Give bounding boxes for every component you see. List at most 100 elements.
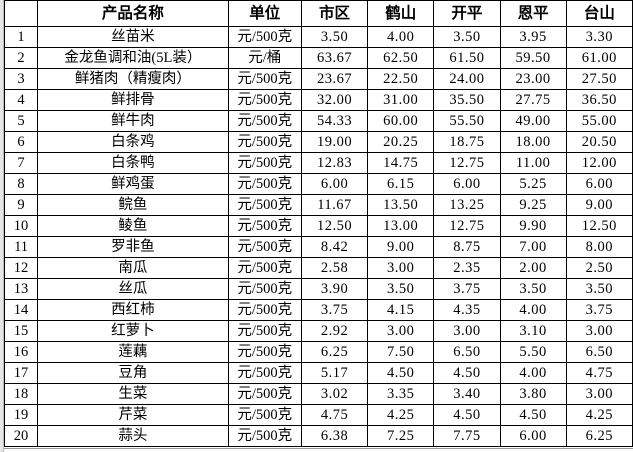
product-name-cell[interactable]: 生菜 xyxy=(37,383,229,405)
price-cell[interactable]: 6.50 xyxy=(565,341,633,363)
product-name-cell[interactable]: 白条鸭 xyxy=(37,152,229,174)
product-name-cell[interactable]: 红萝卜 xyxy=(37,320,229,342)
row-index-cell[interactable]: 2 xyxy=(3,47,39,69)
price-cell[interactable]: 59.50 xyxy=(499,47,567,69)
product-name-cell[interactable]: 金龙鱼调和油(5L装） xyxy=(37,47,229,69)
table-row[interactable]: 15 红萝卜 元/500克 2.92 3.00 3.00 3.10 3.00 xyxy=(3,320,633,342)
table-row[interactable]: 9 鲩鱼 元/500克 11.67 13.50 13.25 9.25 9.00 xyxy=(3,194,633,216)
price-cell[interactable]: 4.25 xyxy=(367,404,435,426)
table-row[interactable]: 17 豆角 元/500克 5.17 4.50 4.50 4.00 4.75 xyxy=(3,362,633,384)
product-name-cell[interactable]: 白条鸡 xyxy=(37,131,229,153)
product-name-cell[interactable]: 豆角 xyxy=(37,362,229,384)
price-cell[interactable]: 20.50 xyxy=(565,131,633,153)
row-index-cell[interactable]: 9 xyxy=(3,194,39,216)
table-row[interactable]: 11 罗非鱼 元/500克 8.42 9.00 8.75 7.00 8.00 xyxy=(3,236,633,258)
price-cell[interactable]: 3.75 xyxy=(433,278,501,300)
price-cell[interactable]: 4.25 xyxy=(565,404,633,426)
price-cell[interactable]: 31.00 xyxy=(367,89,435,111)
price-cell[interactable]: 2.92 xyxy=(300,320,369,342)
price-cell[interactable]: 3.50 xyxy=(300,26,369,48)
price-cell[interactable]: 2.50 xyxy=(565,257,633,279)
unit-cell[interactable]: 元/500克 xyxy=(227,278,302,300)
price-cell[interactable]: 62.50 xyxy=(367,47,435,69)
price-cell[interactable]: 6.50 xyxy=(433,341,501,363)
price-cell[interactable]: 12.50 xyxy=(300,215,369,237)
table-row[interactable]: 7 白条鸭 元/500克 12.83 14.75 12.75 11.00 12.00 xyxy=(3,152,633,174)
price-cell[interactable]: 6.25 xyxy=(300,341,369,363)
unit-cell[interactable]: 元/500克 xyxy=(227,341,302,363)
price-cell[interactable]: 12.83 xyxy=(300,152,369,174)
row-index-cell[interactable]: 11 xyxy=(3,236,39,258)
table-row[interactable]: 16 莲藕 元/500克 6.25 7.50 6.50 5.50 6.50 xyxy=(3,341,633,363)
product-name-cell[interactable]: 丝苗米 xyxy=(37,26,229,48)
price-cell[interactable]: 6.00 xyxy=(433,173,501,195)
price-cell[interactable]: 3.90 xyxy=(300,278,369,300)
unit-cell[interactable]: 元/500克 xyxy=(227,320,302,342)
row-index-cell[interactable]: 18 xyxy=(3,383,39,405)
row-index-cell[interactable]: 8 xyxy=(3,173,39,195)
unit-cell[interactable]: 元/500克 xyxy=(227,404,302,426)
price-cell[interactable]: 12.50 xyxy=(565,215,633,237)
unit-cell[interactable]: 元/500克 xyxy=(227,68,302,90)
price-cell[interactable]: 3.02 xyxy=(300,383,369,405)
price-cell[interactable]: 4.75 xyxy=(300,404,369,426)
product-name-cell[interactable]: 鲜鸡蛋 xyxy=(37,173,229,195)
price-cell[interactable]: 13.00 xyxy=(367,215,435,237)
unit-cell[interactable]: 元/500克 xyxy=(227,383,302,405)
price-cell[interactable]: 8.00 xyxy=(565,236,633,258)
row-index-cell[interactable]: 10 xyxy=(3,215,39,237)
product-name-cell[interactable]: 西红柿 xyxy=(37,299,229,321)
price-cell[interactable]: 32.00 xyxy=(300,89,369,111)
price-cell[interactable]: 3.50 xyxy=(433,26,501,48)
price-cell[interactable]: 3.10 xyxy=(499,320,567,342)
price-cell[interactable]: 6.38 xyxy=(300,425,369,447)
unit-cell[interactable]: 元/500克 xyxy=(227,194,302,216)
price-cell[interactable]: 27.75 xyxy=(499,89,567,111)
price-cell[interactable]: 3.00 xyxy=(565,320,633,342)
price-cell[interactable]: 3.50 xyxy=(565,278,633,300)
unit-cell[interactable]: 元/500克 xyxy=(227,110,302,132)
price-cell[interactable]: 7.25 xyxy=(367,425,435,447)
price-cell[interactable]: 20.25 xyxy=(367,131,435,153)
price-cell[interactable]: 4.00 xyxy=(367,26,435,48)
price-cell[interactable]: 9.25 xyxy=(499,194,567,216)
price-cell[interactable]: 63.67 xyxy=(300,47,369,69)
price-cell[interactable]: 60.00 xyxy=(367,110,435,132)
price-cell[interactable]: 4.00 xyxy=(499,362,567,384)
price-cell[interactable]: 3.00 xyxy=(367,257,435,279)
price-cell[interactable]: 3.75 xyxy=(565,299,633,321)
price-cell[interactable]: 6.25 xyxy=(565,425,633,447)
price-cell[interactable]: 12.75 xyxy=(433,152,501,174)
price-cell[interactable]: 2.35 xyxy=(433,257,501,279)
price-cell[interactable]: 36.50 xyxy=(565,89,633,111)
price-cell[interactable]: 3.40 xyxy=(433,383,501,405)
unit-cell[interactable]: 元/500克 xyxy=(227,131,302,153)
price-cell[interactable]: 55.50 xyxy=(433,110,501,132)
price-cell[interactable]: 3.00 xyxy=(367,320,435,342)
price-cell[interactable]: 22.50 xyxy=(367,68,435,90)
price-cell[interactable]: 6.00 xyxy=(499,425,567,447)
table-row[interactable]: 6 白条鸡 元/500克 19.00 20.25 18.75 18.00 20.50 xyxy=(3,131,633,153)
price-cell[interactable]: 12.00 xyxy=(565,152,633,174)
product-name-cell[interactable]: 南瓜 xyxy=(37,257,229,279)
price-cell[interactable]: 35.50 xyxy=(433,89,501,111)
price-cell[interactable]: 4.00 xyxy=(499,299,567,321)
price-cell[interactable]: 27.50 xyxy=(565,68,633,90)
unit-cell[interactable]: 元/500克 xyxy=(227,152,302,174)
product-name-cell[interactable]: 鲜牛肉 xyxy=(37,110,229,132)
price-cell[interactable]: 8.75 xyxy=(433,236,501,258)
unit-cell[interactable]: 元/500克 xyxy=(227,425,302,447)
price-cell[interactable]: 24.00 xyxy=(433,68,501,90)
price-cell[interactable]: 4.50 xyxy=(433,362,501,384)
price-cell[interactable]: 13.25 xyxy=(433,194,501,216)
price-cell[interactable]: 13.50 xyxy=(367,194,435,216)
price-cell[interactable]: 55.00 xyxy=(565,110,633,132)
table-row[interactable]: 5 鲜牛肉 元/500克 54.33 60.00 55.50 49.00 55.00 xyxy=(3,110,633,132)
price-cell[interactable]: 23.00 xyxy=(499,68,567,90)
price-cell[interactable]: 4.50 xyxy=(367,362,435,384)
product-name-cell[interactable]: 莲藕 xyxy=(37,341,229,363)
unit-cell[interactable]: 元/500克 xyxy=(227,362,302,384)
table-row[interactable]: 10 鲮鱼 元/500克 12.50 13.00 12.75 9.90 12.50 xyxy=(3,215,633,237)
table-row[interactable]: 1 丝苗米 元/500克 3.50 4.00 3.50 3.95 3.30 xyxy=(3,26,633,48)
row-index-cell[interactable]: 4 xyxy=(3,89,39,111)
